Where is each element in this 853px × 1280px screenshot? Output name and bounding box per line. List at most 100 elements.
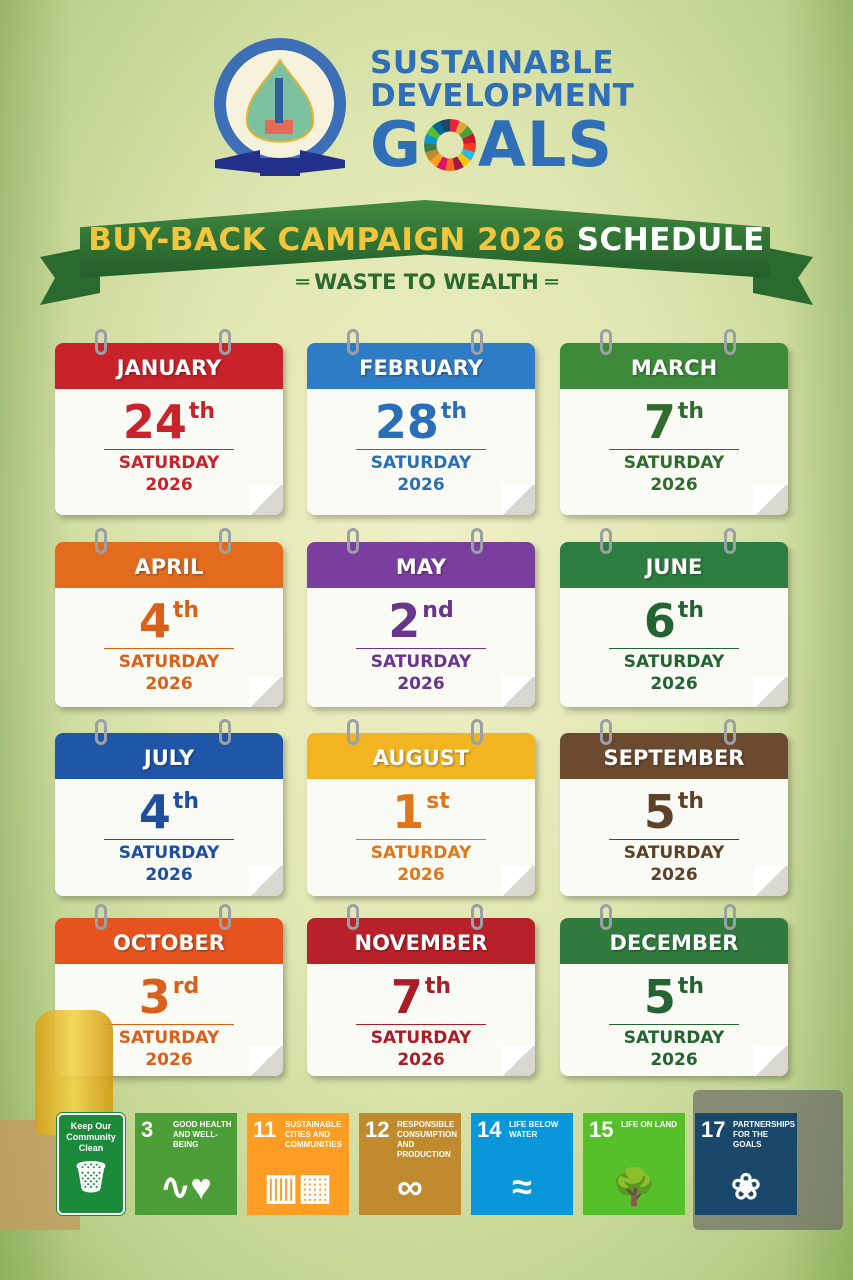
binder-ring-icon [219, 719, 231, 745]
day-number: 24th [55, 399, 283, 445]
month-header: MAY [307, 542, 535, 588]
calendar-card-august: AUGUST 1st SATURDAY 2026 [307, 719, 535, 896]
day-suffix: th [677, 789, 705, 814]
banner-title: BUY-BACK CAMPAIGN 2026 SCHEDULE [0, 222, 853, 258]
subtitle-dash-right: ═ [538, 270, 558, 294]
divider [609, 648, 739, 649]
page-curl [249, 1046, 283, 1076]
binder-ring-icon [600, 329, 612, 355]
sdg-tile-11: 11 SUSTAINABLE CITIES AND COMMUNITIES ▥▦ [247, 1113, 349, 1215]
sdg-label: PARTNERSHIPS FOR THE GOALS [733, 1120, 796, 1149]
year: 2026 [650, 1050, 698, 1070]
sdg-label: LIFE ON LAND [621, 1120, 677, 1129]
day-value: 28 [374, 395, 439, 449]
calendar-card-march: MARCH 7th SATURDAY 2026 [560, 329, 788, 515]
day-suffix: rd [172, 974, 200, 999]
binder-ring-icon [95, 528, 107, 554]
year: 2026 [145, 1050, 193, 1070]
infinity-loop-icon: ∞ [397, 1166, 423, 1207]
divider [609, 1024, 739, 1025]
day-number: 4th [55, 789, 283, 835]
day-number: 7th [560, 399, 788, 445]
weekday: SATURDAY [370, 453, 472, 473]
weekday: SATURDAY [370, 843, 472, 863]
day-value: 4 [138, 594, 171, 648]
day-value: 5 [643, 785, 676, 839]
binder-ring-icon [347, 719, 359, 745]
weekday: SATURDAY [118, 843, 220, 863]
sdg-g: G [370, 108, 422, 181]
page-curl [249, 677, 283, 707]
divider [104, 839, 234, 840]
month-header: MARCH [560, 343, 788, 389]
banner-title-main: BUY-BACK CAMPAIGN 2026 [88, 222, 566, 258]
sdg-number: 15 [589, 1117, 614, 1142]
day-value: 2 [388, 594, 421, 648]
month-header: FEBRUARY [307, 343, 535, 389]
sdg-als: ALS [477, 108, 614, 181]
binder-ring-icon [724, 719, 736, 745]
day-value: 4 [138, 785, 171, 839]
sdg-line-1: SUSTAINABLE [370, 45, 615, 81]
sdg-number: 12 [365, 1117, 390, 1142]
page-curl [754, 677, 788, 707]
year: 2026 [145, 865, 193, 885]
day-value: 7 [390, 970, 423, 1024]
page-curl [754, 1046, 788, 1076]
calendar-card-may: MAY 2nd SATURDAY 2026 [307, 528, 535, 707]
city-council-logo [214, 38, 346, 176]
binder-ring-icon [219, 904, 231, 930]
sdg-tile-17: 17 PARTNERSHIPS FOR THE GOALS ❀ [695, 1113, 797, 1215]
divider [609, 839, 739, 840]
binder-ring-icon [471, 528, 483, 554]
day-suffix: th [677, 399, 705, 424]
sdg-number: 14 [477, 1117, 502, 1142]
weekday: SATURDAY [370, 1028, 472, 1048]
fish-waves-icon: ≈ [512, 1166, 532, 1207]
weekday: SATURDAY [118, 652, 220, 672]
page-curl [249, 485, 283, 515]
year: 2026 [650, 475, 698, 495]
day-value: 7 [643, 395, 676, 449]
page-curl [501, 677, 535, 707]
weekday: SATURDAY [623, 1028, 725, 1048]
day-value: 5 [643, 970, 676, 1024]
sdg-tile-15: 15 LIFE ON LAND 🌳 [583, 1113, 685, 1215]
calendar-card-july: JULY 4th SATURDAY 2026 [55, 719, 283, 896]
subtitle-text: WASTE TO WEALTH [314, 270, 539, 294]
sdg-label: GOOD HEALTH AND WELL-BEING [173, 1120, 232, 1149]
day-number: 28th [307, 399, 535, 445]
binder-ring-icon [219, 528, 231, 554]
month-header: OCTOBER [55, 918, 283, 964]
page-curl [501, 1046, 535, 1076]
binder-ring-icon [724, 904, 736, 930]
divider [356, 449, 486, 450]
binder-ring-icon [347, 329, 359, 355]
city-buildings-icon: ▥▦ [263, 1166, 333, 1207]
month-header: DECEMBER [560, 918, 788, 964]
day-suffix: st [426, 789, 450, 814]
trash-bin-person-icon: 🗑 [71, 1161, 111, 1194]
binder-ring-icon [724, 528, 736, 554]
sdg-label: RESPONSIBLE CONSUMPTION AND PRODUCTION [397, 1120, 457, 1159]
sdg-tile-3: 3 GOOD HEALTH AND WELL-BEING ∿♥ [135, 1113, 237, 1215]
day-number: 5th [560, 789, 788, 835]
leaf-decoration-right [783, 0, 853, 1280]
divider [104, 449, 234, 450]
day-number: 2nd [307, 598, 535, 644]
keep-clean-sign: Keep Our Community Clean 🗑 [57, 1113, 125, 1215]
heartbeat-icon: ∿♥ [160, 1166, 212, 1207]
binder-ring-icon [219, 329, 231, 355]
binder-ring-icon [95, 904, 107, 930]
day-suffix: th [424, 974, 452, 999]
calendar-card-september: SEPTEMBER 5th SATURDAY 2026 [560, 719, 788, 896]
page-curl [754, 485, 788, 515]
month-header: SEPTEMBER [560, 733, 788, 779]
subtitle-dash-left: ═ [296, 270, 315, 294]
sdg-number: 11 [253, 1117, 277, 1142]
binder-ring-icon [471, 329, 483, 355]
weekday: SATURDAY [118, 453, 220, 473]
weekday: SATURDAY [623, 652, 725, 672]
month-header: APRIL [55, 542, 283, 588]
divider [104, 648, 234, 649]
